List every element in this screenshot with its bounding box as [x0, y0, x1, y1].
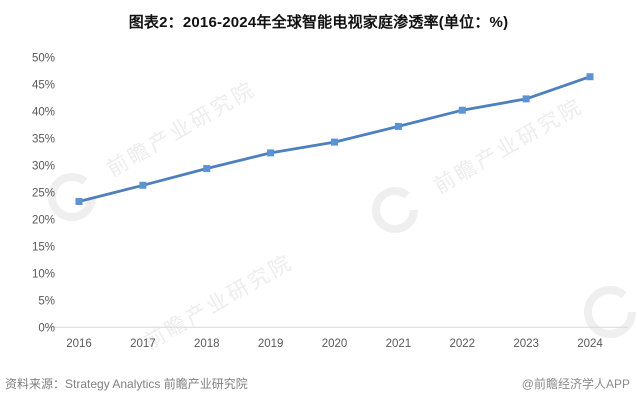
x-axis-label: 2019 — [258, 338, 284, 350]
data-point-marker — [139, 181, 147, 189]
source-text: 资料来源：Strategy Analytics 前瞻产业研究院 — [5, 377, 248, 391]
x-axis-label: 2021 — [386, 338, 412, 350]
data-point-marker — [75, 197, 83, 205]
watermark-logo-icon — [48, 173, 96, 221]
y-tick-label: 10% — [32, 268, 55, 280]
y-tick-label: 50% — [32, 52, 55, 64]
y-tick-label: 30% — [32, 160, 55, 172]
y-tick-label: 15% — [32, 241, 55, 253]
x-axis-label: 2023 — [513, 338, 539, 350]
y-tick-label: 35% — [32, 133, 55, 145]
x-axis-label: 2024 — [577, 338, 603, 350]
watermark-text: 前瞻产业研究院 — [430, 94, 587, 198]
y-tick-label: 40% — [32, 106, 55, 118]
y-tick-label: 5% — [38, 295, 55, 307]
data-point-marker — [203, 165, 211, 173]
footer: 资料来源：Strategy Analytics 前瞻产业研究院 @前瞻经济学人A… — [5, 375, 630, 392]
credit-text: @前瞻经济学人APP — [521, 377, 630, 391]
y-tick-label: 0% — [38, 322, 55, 334]
watermark-text: 前瞻产业研究院 — [103, 77, 260, 181]
data-point-marker — [267, 149, 275, 157]
data-point-marker — [522, 95, 530, 103]
chart-title: 图表2：2016-2024年全球智能电视家庭渗透率(单位：%) — [128, 14, 509, 31]
x-axis-label: 2022 — [449, 338, 475, 350]
y-tick-label: 45% — [32, 79, 55, 91]
x-axis-label: 2016 — [66, 338, 92, 350]
data-point-marker — [586, 73, 594, 81]
x-axis-label: 2020 — [322, 338, 348, 350]
x-axis-label: 2018 — [194, 338, 220, 350]
data-point-marker — [458, 106, 466, 114]
watermark-logo-icon — [372, 187, 418, 233]
y-tick-label: 25% — [32, 187, 55, 199]
data-point-marker — [394, 122, 402, 130]
watermark-logo-icon — [584, 286, 636, 338]
data-point-marker — [331, 138, 338, 146]
x-axis-label: 2017 — [130, 338, 156, 350]
y-tick-label: 20% — [32, 214, 55, 226]
